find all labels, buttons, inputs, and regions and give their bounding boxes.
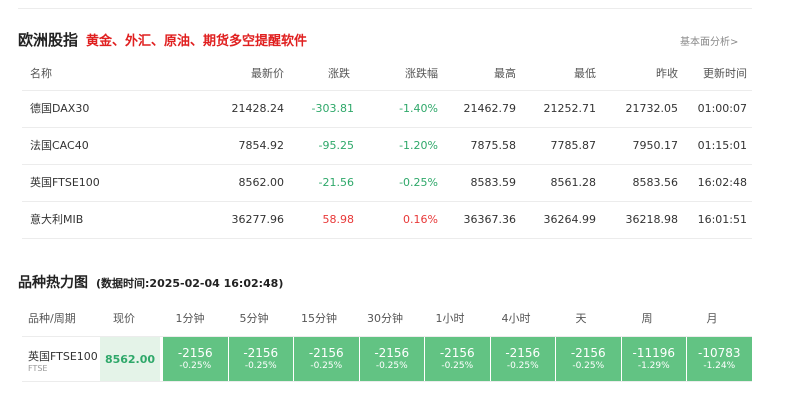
col-header-15min: 15分钟	[301, 312, 337, 325]
heat-cell-value: -10783	[697, 346, 741, 360]
heat-cell-value: -2156	[374, 346, 410, 360]
heat-cell-value: -2156	[505, 346, 541, 360]
heat-cell-pct: -0.25%	[179, 361, 212, 371]
heatmap-cells: -2156 -0.25% -2156 -0.25% -2156 -0.25% -2156 -0…	[163, 337, 752, 381]
change-cell: -303.81	[311, 102, 354, 115]
latest-price-cell: 21428.24	[231, 102, 285, 115]
prev-close-cell: 21732.05	[625, 102, 679, 115]
change-cell: -21.56	[318, 176, 354, 189]
heat-cell-value: -11196	[632, 346, 675, 360]
col-header-low: 最低	[574, 67, 596, 80]
col-header-price: 最新价	[251, 67, 284, 80]
heat-cell-value: -2156	[570, 346, 606, 360]
low-cell: 36264.99	[543, 213, 597, 226]
heat-cell[interactable]: -2156 -0.25%	[490, 337, 555, 381]
index-name-cell[interactable]: 意大利MIB	[30, 213, 84, 226]
heat-cell-pct: -0.25%	[244, 361, 277, 371]
index-table: 名称 最新价 涨跌 涨跌幅 最高 最低 昨收 更新时间 德国DAX30 21428…	[22, 58, 752, 239]
high-cell: 21462.79	[463, 102, 517, 115]
heatmap-row[interactable]: 英国FTSE100 FTSE 8562.00 -2156 -0.25% -2156-…	[22, 337, 752, 382]
col-header-30min: 30分钟	[367, 312, 403, 325]
latest-price-cell: 8562.00	[238, 176, 285, 189]
change-pct-cell: -1.20%	[399, 139, 438, 152]
heatmap-timestamp: (数据时间:2025-02-04 16:02:48)	[96, 277, 284, 290]
heat-cell[interactable]: -2156 -0.25%	[294, 337, 359, 381]
fundamental-analysis-link[interactable]: 基本面分析>	[680, 37, 739, 48]
high-cell: 8583.59	[470, 176, 517, 189]
prev-close-cell: 36218.98	[625, 213, 679, 226]
latest-price-cell: 7854.92	[238, 139, 285, 152]
col-header-1min: 1分钟	[175, 312, 205, 325]
col-header-high: 最高	[494, 67, 516, 80]
table-row[interactable]: 英国FTSE100 8562.00 -21.56 -0.25% 8583.59 8561.…	[22, 165, 752, 202]
col-header-change: 涨跌	[328, 67, 350, 80]
heatmap-header: 品种热力图 (数据时间:2025-02-04 16:02:48)	[18, 272, 283, 292]
update-time-cell: 16:02:48	[697, 176, 747, 189]
col-header-5min: 5分钟	[239, 312, 269, 325]
heat-cell[interactable]: -11196 -1.29%	[621, 337, 686, 381]
heat-cell-value: -2156	[439, 346, 475, 360]
change-cell: 58.98	[322, 213, 355, 226]
prev-close-cell: 7950.17	[632, 139, 679, 152]
heat-cell-value: -2156	[308, 346, 344, 360]
heat-cell-value: -2156	[243, 346, 279, 360]
heatmap-price-cell: 8562.00	[100, 337, 160, 381]
low-cell: 8561.28	[550, 176, 597, 189]
index-name-cell[interactable]: 法国CAC40	[30, 139, 89, 152]
low-cell: 21252.71	[543, 102, 597, 115]
high-cell: 36367.36	[463, 213, 517, 226]
heat-cell[interactable]: -10783 -1.24%	[687, 337, 752, 381]
heat-cell-pct: -0.25%	[310, 361, 343, 371]
col-header-week: 周	[641, 312, 653, 325]
col-header-4hour: 4小时	[501, 312, 531, 325]
heatmap-title: 品种热力图	[18, 275, 88, 291]
top-divider	[18, 8, 752, 9]
heatmap-row-name[interactable]: 英国FTSE100	[28, 350, 98, 363]
table-row[interactable]: 意大利MIB 36277.96 58.98 0.16% 36367.36 36264.99…	[22, 202, 752, 239]
col-header-day: 天	[575, 312, 587, 325]
change-pct-cell: -0.25%	[399, 176, 438, 189]
heat-cell-pct: -0.25%	[506, 361, 539, 371]
heat-cell-pct: -1.24%	[703, 361, 736, 371]
col-header-name: 名称	[30, 67, 52, 80]
col-header-update-time: 更新时间	[703, 67, 747, 80]
change-cell: -95.25	[318, 139, 354, 152]
index-name-cell[interactable]: 英国FTSE100	[30, 176, 100, 189]
col-header-change-pct: 涨跌幅	[405, 67, 438, 80]
change-pct-cell: 0.16%	[403, 213, 438, 226]
heat-cell-pct: -0.25%	[572, 361, 605, 371]
table-row[interactable]: 德国DAX30 21428.24 -303.81 -1.40% 21462.79 2125…	[22, 91, 752, 128]
heat-cell-pct: -0.25%	[441, 361, 474, 371]
update-time-cell: 16:01:51	[697, 213, 747, 226]
section-header: 欧洲股指 黄金、外汇、原油、期货多空提醒软件	[18, 29, 307, 51]
heatmap-row-code: FTSE	[28, 364, 48, 373]
heatmap-header-row: 品种/周期 现价 1分钟 5分钟 15分钟 30分钟 1小时 4小时 天 周 月	[22, 302, 752, 337]
section-title: 欧洲股指	[18, 31, 79, 49]
prev-close-cell: 8583.56	[632, 176, 679, 189]
col-header-prev-close: 昨收	[656, 67, 678, 80]
col-header-1hour: 1小时	[435, 312, 465, 325]
heat-cell-pct: -0.25%	[375, 361, 408, 371]
col-header-current-price: 现价	[113, 312, 135, 325]
heat-cell[interactable]: -2156 -0.25%	[228, 337, 293, 381]
update-time-cell: 01:15:01	[697, 139, 747, 152]
low-cell: 7785.87	[550, 139, 597, 152]
change-pct-cell: -1.40%	[399, 102, 438, 115]
heat-cell-pct: -1.29%	[637, 361, 670, 371]
index-name-cell[interactable]: 德国DAX30	[30, 102, 90, 115]
high-cell: 7875.58	[470, 139, 517, 152]
latest-price-cell: 36277.96	[231, 213, 285, 226]
heat-cell[interactable]: -2156 -0.25%	[359, 337, 424, 381]
update-time-cell: 01:00:07	[697, 102, 747, 115]
heat-cell[interactable]: -2156 -0.25%	[163, 337, 228, 381]
heat-cell[interactable]: -2156 -0.25%	[425, 337, 490, 381]
promo-link[interactable]: 黄金、外汇、原油、期货多空提醒软件	[86, 34, 308, 49]
heat-cell-value: -2156	[177, 346, 213, 360]
table-row[interactable]: 法国CAC40 7854.92 -95.25 -1.20% 7875.58 7785.87…	[22, 128, 752, 165]
table-header-row: 名称 最新价 涨跌 涨跌幅 最高 最低 昨收 更新时间	[22, 58, 752, 91]
col-header-symbol-period: 品种/周期	[28, 312, 76, 325]
heat-cell[interactable]: -2156 -0.25%	[556, 337, 621, 381]
col-header-month: 月	[706, 312, 718, 325]
